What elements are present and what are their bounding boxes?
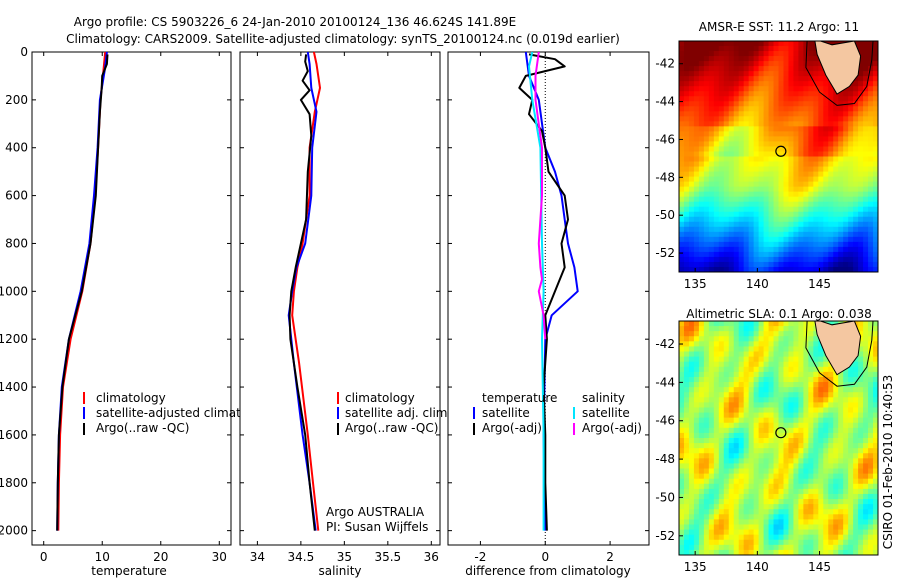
y-tick-label: -42 <box>655 57 675 71</box>
x-tick-label: 135 <box>684 277 707 291</box>
legend-label-satellite: satellite-adjusted climatology <box>96 406 274 420</box>
temperature-axes <box>31 51 232 546</box>
legend-label-satellite: satellite adj. clim. <box>345 406 451 420</box>
float-info-line-1: Argo AUSTRALIA <box>326 505 425 519</box>
bathymetry-contour <box>805 41 874 106</box>
y-tick-label: -46 <box>655 414 675 428</box>
x-tick-label: 35.5 <box>374 550 401 564</box>
x-tick-label: 36 <box>424 550 439 564</box>
y-tick-label: 200 <box>5 93 28 107</box>
sst-map-panel: AMSR-E SST: 11.2 Argo: 11 135 140 145 -42 -4… <box>655 20 879 291</box>
y-tick-label: 1200 <box>0 332 28 346</box>
series-line-salinity-argo-adj <box>534 51 547 340</box>
y-tick-label: 400 <box>5 141 28 155</box>
x-tick-label: 34.5 <box>288 550 315 564</box>
tasmania-landmass <box>814 321 862 376</box>
legend-label-climatology: climatology <box>96 391 166 405</box>
timestamp-label: CSIRO 01-Feb-2010 10:40:53 <box>881 375 895 550</box>
legend-heading-temperature: temperature <box>482 391 557 405</box>
y-tick-label: -46 <box>655 132 675 146</box>
difference-panel: -2 0 2 difference from climatology tempera… <box>447 51 650 578</box>
title-line-1: Argo profile: CS 5903226_6 24-Jan-2010 2… <box>74 15 516 29</box>
temperature-xlabel: temperature <box>91 564 166 578</box>
difference-xlabel: difference from climatology <box>465 564 631 578</box>
x-tick-label: 145 <box>808 277 831 291</box>
legend-label-argo: Argo(..raw -QC) <box>345 421 438 435</box>
y-tick-label: 1000 <box>0 284 28 298</box>
y-tick-label: 1600 <box>0 428 28 442</box>
sla-map-title: Altimetric SLA: 0.1 Argo: 0.038 <box>686 307 871 321</box>
legend-label-argo: Argo(..raw -QC) <box>96 421 189 435</box>
difference-axes <box>447 51 650 546</box>
x-tick-label: 145 <box>808 560 831 574</box>
x-tick-label: 140 <box>746 277 769 291</box>
salinity-xlabel: salinity <box>318 564 361 578</box>
y-tick-label: -48 <box>655 170 675 184</box>
y-tick-label: -42 <box>655 337 675 351</box>
salinity-legend: climatology satellite adj. clim. Argo(..… <box>337 391 451 435</box>
map-field <box>679 321 878 555</box>
series-line-temperature-argo-adj <box>518 53 569 531</box>
y-tick-label: -52 <box>655 529 675 543</box>
argo-location-marker <box>775 427 787 439</box>
x-tick-label: 0 <box>40 550 48 564</box>
y-tick-label: -50 <box>655 208 675 222</box>
x-tick-label: 10 <box>95 550 110 564</box>
x-tick-label: 0 <box>541 550 549 564</box>
x-tick-label: 20 <box>153 550 168 564</box>
y-tick-label: 2000 <box>0 524 28 538</box>
x-tick-label: 30 <box>212 550 227 564</box>
legend-label-temp-satellite: satellite <box>482 406 530 420</box>
legend-label-sal-satellite: satellite <box>582 406 630 420</box>
series-line-satellite-adj-clim <box>287 51 318 531</box>
salinity-axes <box>239 51 441 546</box>
map-axes <box>678 320 879 556</box>
y-tick-label: -48 <box>655 452 675 466</box>
difference-legend: temperature satellite Argo(-adj) salinit… <box>473 391 642 435</box>
legend-label-temp-argo: Argo(-adj) <box>482 421 542 435</box>
x-tick-label: 2 <box>606 550 614 564</box>
series-line-argo-raw-qc <box>56 54 109 531</box>
float-info-line-2: PI: Susan Wijffels <box>326 520 428 534</box>
legend-label-sal-argo: Argo(-adj) <box>582 421 642 435</box>
x-tick-label: 135 <box>684 560 707 574</box>
y-tick-label: 800 <box>5 236 28 250</box>
y-tick-label: 600 <box>5 189 28 203</box>
x-tick-label: 34 <box>250 550 265 564</box>
sla-map-panel: Altimetric SLA: 0.1 Argo: 0.038 135 140 14… <box>655 307 879 574</box>
y-tick-label: 0 <box>20 45 28 59</box>
argo-location-marker <box>775 145 787 157</box>
salinity-panel: 34 34.5 35 35.5 36 salinity climatology sate… <box>239 51 451 578</box>
series-line-salinity-satellite <box>528 51 545 531</box>
y-tick-label: -52 <box>655 246 675 260</box>
x-tick-label: -2 <box>474 550 486 564</box>
temperature-panel: 0 10 20 30 0 200 400 600 800 1000 1200 1400 1600 1800… <box>0 45 274 578</box>
y-tick-label: -44 <box>655 375 675 389</box>
sst-map-title: AMSR-E SST: 11.2 Argo: 11 <box>699 20 859 34</box>
x-tick-label: 140 <box>746 560 769 574</box>
legend-heading-salinity: salinity <box>582 391 625 405</box>
temperature-legend: climatology satellite-adjusted climatolo… <box>83 391 274 435</box>
map-axes <box>678 40 879 273</box>
y-tick-label: 1400 <box>0 380 28 394</box>
tasmania-landmass <box>814 41 862 95</box>
legend-label-climatology: climatology <box>345 391 415 405</box>
bathymetry-contour <box>805 321 874 387</box>
y-tick-label: -50 <box>655 490 675 504</box>
series-line-argo-raw-qc <box>288 54 316 531</box>
y-tick-label: -44 <box>655 95 675 109</box>
title-line-2: Climatology: CARS2009. Satellite-adjuste… <box>66 32 620 46</box>
y-tick-label: 1800 <box>0 476 28 490</box>
x-tick-label: 35 <box>337 550 352 564</box>
